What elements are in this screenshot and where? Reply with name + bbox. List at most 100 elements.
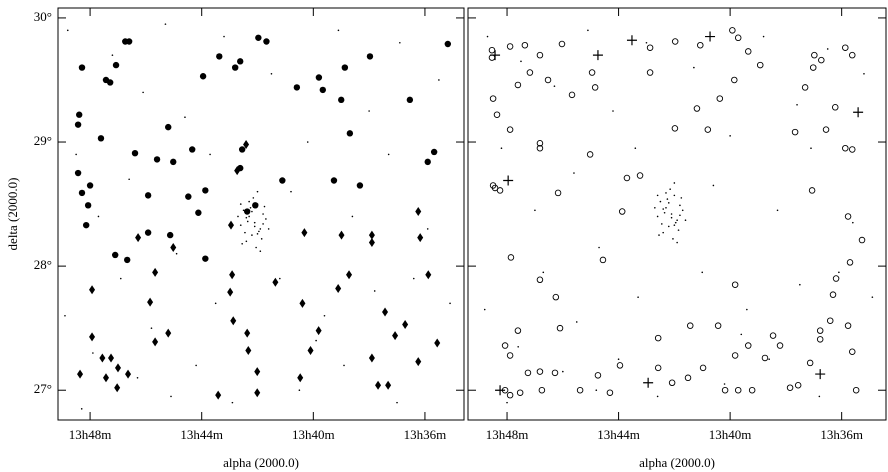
open-circle: [731, 352, 739, 359]
star-dot: [553, 85, 556, 87]
open-circle: [829, 291, 837, 298]
star-dot: [270, 72, 273, 75]
diamond: [417, 233, 424, 243]
cross: [853, 107, 864, 118]
open-circle: [526, 69, 534, 76]
star-dot: [290, 190, 292, 193]
star-dot: [723, 383, 726, 385]
filled-circle: [84, 202, 92, 209]
star-dot: [253, 221, 256, 224]
open-circle: [806, 359, 814, 367]
star-dot: [677, 229, 680, 231]
diamond: [215, 390, 222, 400]
open-circle: [734, 34, 742, 42]
star-dot: [64, 314, 66, 317]
filled-circle: [106, 79, 114, 86]
x-tick-label: 13h36m: [404, 427, 447, 442]
diamond: [228, 220, 235, 230]
open-circle: [671, 125, 679, 132]
star-dot: [542, 271, 545, 274]
filled-circle: [243, 208, 251, 215]
star-dot: [387, 153, 390, 156]
star-dot: [863, 72, 865, 75]
open-circle: [551, 369, 559, 377]
open-circle: [811, 51, 818, 59]
star-dot: [818, 395, 821, 398]
diamond: [229, 270, 236, 280]
filled-circle: [189, 146, 196, 153]
star-dot: [762, 35, 765, 38]
open-circle: [744, 48, 752, 55]
open-circle: [699, 364, 707, 372]
open-circle: [786, 384, 794, 391]
star-dot: [506, 401, 508, 404]
star-dot: [672, 238, 674, 240]
star-dot: [92, 352, 94, 354]
diamond: [299, 298, 306, 308]
diamond: [368, 353, 375, 363]
open-circle: [816, 336, 824, 343]
star-dot: [323, 314, 326, 317]
star-dot: [654, 206, 656, 209]
filled-circle: [315, 74, 323, 81]
star-dot: [245, 216, 248, 219]
star-dot: [637, 296, 639, 298]
open-circle: [844, 322, 852, 329]
open-circle: [536, 368, 544, 375]
filled-circle: [202, 187, 209, 194]
filled-circle: [406, 96, 414, 104]
diamond: [234, 166, 241, 176]
filled-circle: [78, 64, 86, 71]
diamond: [338, 230, 345, 240]
star-dot: [259, 250, 262, 253]
open-circle: [506, 43, 514, 50]
open-circle: [684, 374, 692, 382]
star-dot: [426, 228, 429, 230]
open-circle: [618, 208, 626, 215]
open-circle: [801, 84, 809, 91]
diamond: [230, 316, 237, 326]
star-dot: [170, 395, 172, 398]
star-dot: [679, 204, 681, 207]
star-dot: [214, 302, 217, 305]
filled-circle: [170, 158, 177, 166]
open-circle: [623, 174, 631, 182]
star-dot: [259, 228, 262, 230]
open-circle: [636, 172, 644, 179]
star-dot: [776, 209, 779, 212]
star-dot: [661, 223, 663, 225]
star-dot: [684, 219, 687, 222]
star-dot: [768, 358, 770, 360]
open-circle: [808, 187, 816, 194]
star-dot: [595, 389, 598, 392]
x-axis-label: alpha (2000.0): [223, 455, 299, 470]
star-dot: [871, 296, 874, 298]
filled-circle: [202, 255, 209, 262]
cross: [626, 35, 637, 46]
filled-circle: [78, 189, 86, 197]
star-dot: [279, 277, 281, 280]
open-circle: [514, 327, 522, 334]
diamond: [254, 367, 261, 377]
filled-circle: [252, 202, 259, 209]
star-dot: [656, 395, 659, 398]
star-dot: [674, 221, 677, 224]
star-dot: [673, 182, 676, 184]
star-dot: [852, 221, 854, 224]
star-dot: [662, 208, 664, 210]
star-dot: [486, 35, 489, 38]
star-dot: [534, 209, 536, 212]
diamond: [227, 287, 234, 297]
star-dot: [810, 147, 812, 150]
star-dot: [673, 194, 676, 197]
filled-circle: [144, 229, 152, 236]
star-dot: [645, 41, 648, 44]
star-dot: [175, 252, 178, 255]
star-dot: [681, 209, 684, 212]
open-circle: [606, 389, 614, 396]
open-circle: [693, 105, 701, 112]
star-dot: [500, 147, 503, 150]
star-dot: [799, 283, 801, 286]
star-dot: [665, 206, 667, 209]
